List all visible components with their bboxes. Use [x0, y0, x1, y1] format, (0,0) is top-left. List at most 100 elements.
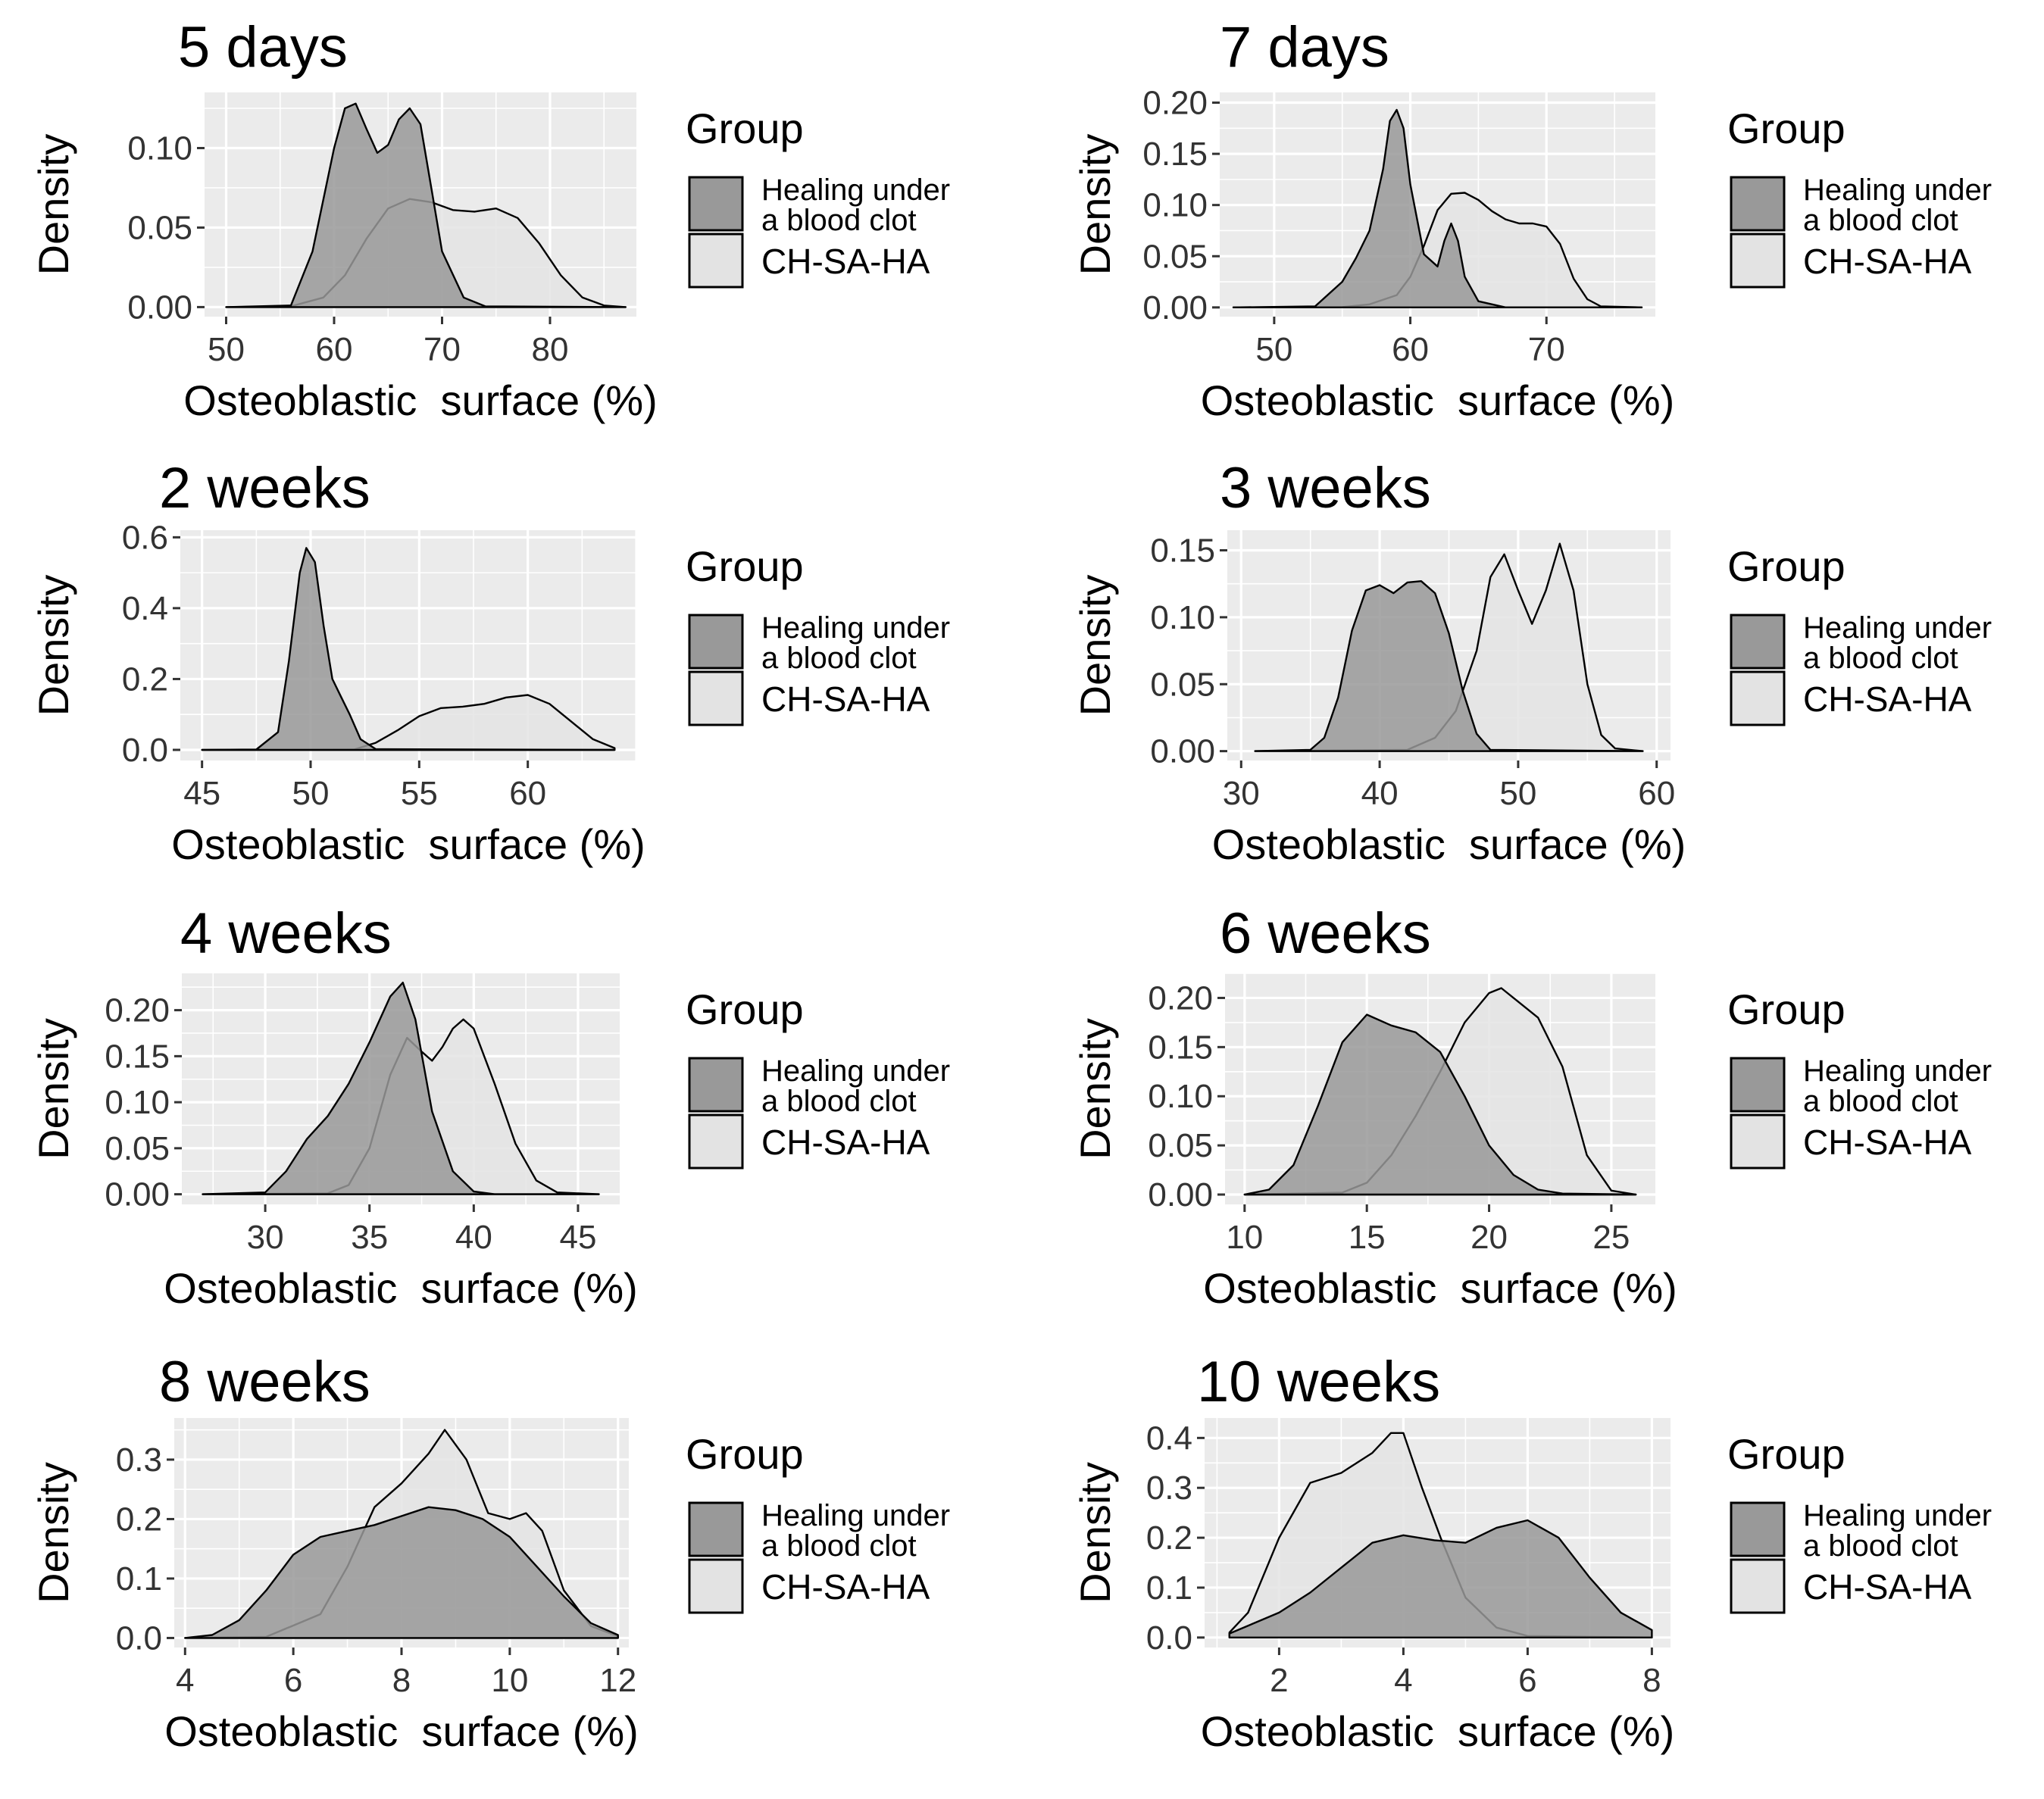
x-tick-label: 4: [1394, 1662, 1412, 1699]
density-areas: [184, 1429, 619, 1639]
legend-title: Group: [686, 542, 804, 590]
y-tick-label: 0.1: [116, 1560, 162, 1598]
x-tick-label: 6: [284, 1662, 302, 1699]
density-areas: [1232, 108, 1643, 308]
axes: 0.00 0.05 0.10 0.15 0.20 10 15 20 25 Osteoblastic…: [1071, 979, 1677, 1312]
x-tick-label: 60: [509, 775, 546, 812]
axes: 0.00 0.05 0.10 0.15 0.20 50 60 70 Osteoblastic s…: [1071, 85, 1674, 424]
x-tick-label: 70: [423, 331, 461, 368]
x-tick-label: 20: [1470, 1219, 1508, 1256]
x-tick-label: 50: [208, 331, 245, 368]
x-tick-label: 50: [1255, 331, 1292, 368]
legend-key-chsaha: [1730, 670, 1786, 726]
x-axis-label: Osteoblastic surface (%): [164, 1264, 638, 1312]
chart-panel: 5 days 0.00 0.05 0.10 50 60 70 80 Osteoblastic s…: [30, 15, 950, 424]
x-axis-label: Osteoblastic surface (%): [164, 1707, 639, 1755]
legend-title: Group: [1727, 985, 1846, 1033]
legend-label-chsaha: CH-SA-HA: [761, 242, 930, 281]
y-tick-label: 0.05: [105, 1130, 170, 1167]
legend-key-chsaha: [688, 1113, 744, 1170]
y-axis-label: Density: [1071, 1462, 1119, 1604]
y-tick-label: 0.2: [1146, 1519, 1192, 1557]
density-area-healing: [1243, 1013, 1637, 1196]
density-area-healing: [184, 1506, 619, 1639]
y-tick-label: 0.20: [105, 992, 170, 1029]
x-axis-label: Osteoblastic surface (%): [1203, 1264, 1677, 1312]
y-tick-label: 0.0: [116, 1619, 162, 1657]
x-tick-label: 50: [1499, 775, 1536, 812]
x-tick-label: 8: [1642, 1662, 1661, 1699]
y-tick-label: 0.15: [1142, 136, 1208, 173]
legend-key-healing: [1730, 1501, 1786, 1557]
x-tick-label: 35: [351, 1219, 388, 1256]
y-tick-label: 0.20: [1148, 979, 1213, 1017]
y-tick-label: 0.00: [127, 289, 192, 326]
x-tick-label: 30: [1223, 775, 1260, 812]
legend-label-chsaha: CH-SA-HA: [1803, 1567, 1972, 1607]
y-axis-label: Density: [30, 575, 77, 717]
chart-panel: 4 weeks 0.00 0.05 0.10 0.15 0.20 30 35 40 45 Osteo…: [30, 901, 950, 1312]
legend-key-chsaha: [688, 233, 744, 289]
axes: 0.00 0.05 0.10 0.15 30 40 50 60 Osteoblastic sur…: [1071, 533, 1686, 868]
density-areas: [202, 982, 600, 1195]
y-axis-label: Density: [30, 1462, 77, 1604]
density-areas: [225, 102, 627, 308]
legend-key-healing: [1730, 1057, 1786, 1113]
legend-label-healing-line1: Healing under: [761, 173, 950, 207]
legend-key-healing: [1730, 176, 1786, 232]
y-axis-label: Density: [30, 1018, 77, 1160]
legend-title: Group: [686, 1430, 804, 1478]
legend-label-healing-line1: Healing under: [1803, 1054, 1992, 1088]
x-tick-label: 80: [532, 331, 569, 368]
axes: 0.00 0.05 0.10 0.15 0.20 30 35 40 45 Osteoblastic…: [30, 992, 638, 1312]
legend-title: Group: [1727, 542, 1846, 590]
chart-panel: 6 weeks 0.00 0.05 0.10 0.15 0.20 10 15 20 25 Osteo…: [1071, 901, 1992, 1312]
legend-label-chsaha: CH-SA-HA: [761, 1123, 930, 1162]
legend-label-chsaha: CH-SA-HA: [1803, 679, 1972, 719]
x-tick-label: 70: [1528, 331, 1565, 368]
x-tick-label: 40: [1361, 775, 1399, 812]
x-tick-label: 8: [392, 1662, 411, 1699]
legend-label-healing-line1: Healing under: [761, 1054, 950, 1088]
y-axis-label: Density: [30, 134, 77, 276]
y-axis-label: Density: [1071, 134, 1119, 276]
density-area-healing: [201, 547, 616, 751]
x-tick-label: 55: [401, 775, 438, 812]
legend-key-chsaha: [688, 670, 744, 726]
y-tick-label: 0.0: [122, 732, 168, 769]
legend-label-healing-line1: Healing under: [761, 1499, 950, 1532]
y-tick-label: 0.00: [105, 1176, 170, 1213]
density-area-healing: [1232, 108, 1643, 308]
y-tick-label: 0.10: [127, 130, 192, 167]
legend-label-chsaha: CH-SA-HA: [1803, 1123, 1972, 1162]
x-tick-label: 2: [1270, 1662, 1288, 1699]
legend-label-healing-line1: Healing under: [1803, 173, 1992, 207]
legend-label-healing-line2: a blood clot: [761, 1085, 917, 1118]
y-tick-label: 0.05: [1150, 666, 1215, 703]
density-area-chsaha: [201, 694, 616, 751]
x-axis-label: Osteoblastic surface (%): [171, 820, 645, 868]
axes: 0.0 0.2 0.4 0.6 45 50 55 60 Osteoblastic surface…: [30, 519, 645, 868]
x-tick-label: 10: [491, 1662, 528, 1699]
legend-key-healing: [688, 1057, 744, 1113]
legend-label-healing-line1: Healing under: [1803, 611, 1992, 645]
y-tick-label: 0.05: [1148, 1127, 1213, 1164]
chart-title: 8 weeks: [159, 1350, 370, 1414]
y-tick-label: 0.00: [1150, 733, 1215, 770]
legend-label-healing-line2: a blood clot: [1803, 1529, 1958, 1563]
density-areas: [1228, 1432, 1653, 1638]
chart-title: 2 weeks: [159, 456, 370, 520]
y-tick-label: 0.0: [1146, 1619, 1192, 1657]
y-tick-label: 0.15: [1150, 533, 1215, 570]
x-tick-label: 25: [1592, 1219, 1630, 1256]
x-tick-label: 10: [1226, 1219, 1263, 1256]
